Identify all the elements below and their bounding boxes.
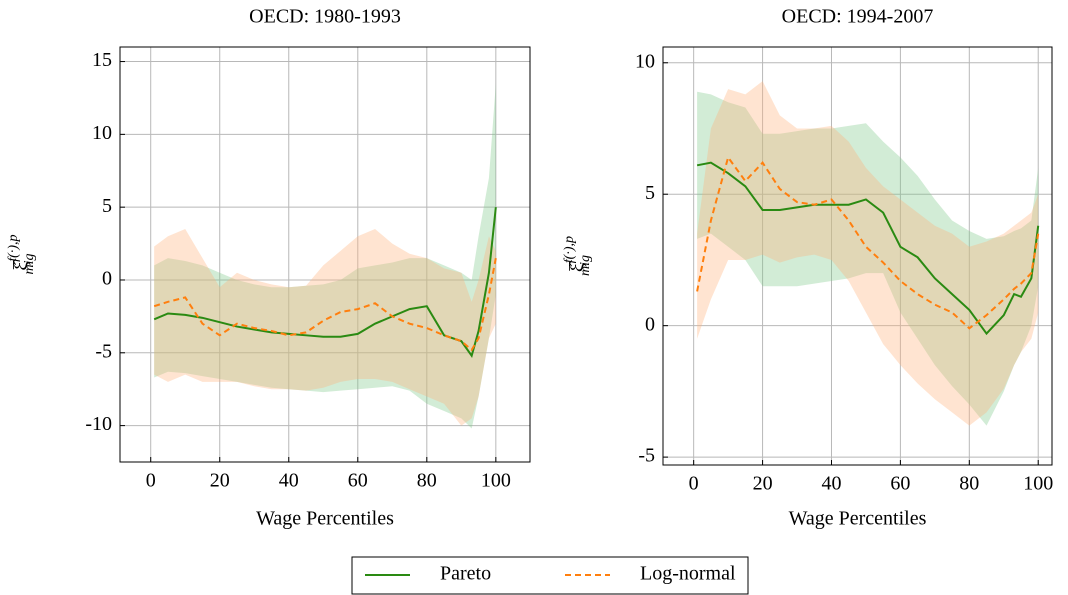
x-tick-label: 80: [417, 470, 437, 492]
y-tick-label: 10: [92, 122, 112, 144]
x-tick-label: 100: [481, 470, 511, 492]
y-tick-label: 15: [92, 49, 112, 71]
y-tick-label: -5: [638, 445, 655, 467]
legend-label: Pareto: [440, 563, 491, 585]
y-tick-label: 0: [645, 313, 655, 335]
chart-title: OECD: 1994-2007: [782, 6, 934, 28]
y-label-sub: mig: [578, 255, 593, 276]
confidence-band: [697, 91, 1039, 426]
plot-area: [696, 81, 1040, 426]
y-tick-label: 0: [102, 268, 112, 290]
x-tick-label: 20: [210, 470, 230, 492]
y-tick-label: -10: [85, 413, 112, 435]
y-axis-label: ξ̂f(·),pmig: [6, 235, 37, 275]
plot-frame: [662, 46, 1053, 466]
legend-box: [351, 556, 749, 595]
y-tick-label: -5: [95, 340, 112, 362]
y-label-sub: mig: [22, 254, 37, 275]
y-axis-label: ξ̂f(·),pmig: [562, 236, 593, 276]
confidence-band: [154, 83, 496, 429]
series-line: [153, 207, 497, 358]
series-line: [696, 155, 1040, 330]
x-tick-label: 40: [279, 470, 299, 492]
series-line: [696, 161, 1040, 336]
legend: Pareto Log-normal: [351, 556, 749, 595]
y-tick-label: 5: [645, 182, 655, 204]
chart-title: OECD: 1980-1993: [249, 6, 401, 28]
x-tick-label: 80: [959, 473, 979, 495]
x-tick-label: 0: [146, 470, 156, 492]
x-tick-label: 0: [689, 473, 699, 495]
y-label-sup: f(·),p: [6, 235, 21, 262]
legend-label: Log-normal: [640, 563, 736, 585]
confidence-band: [697, 81, 1039, 426]
y-tick-label: 10: [635, 50, 655, 72]
plot-frame: [119, 46, 531, 463]
x-axis-label: Wage Percentiles: [256, 508, 394, 530]
x-tick-label: 60: [890, 473, 910, 495]
x-tick-label: 60: [348, 470, 368, 492]
x-tick-label: 40: [821, 473, 841, 495]
x-tick-label: 20: [753, 473, 773, 495]
y-tick-label: 5: [102, 195, 112, 217]
x-tick-label: 100: [1023, 473, 1053, 495]
confidence-band: [154, 229, 496, 426]
plot-area: [153, 83, 497, 429]
y-label-sup: f(·),p: [562, 236, 577, 263]
x-axis-label: Wage Percentiles: [789, 508, 927, 530]
series-line: [153, 257, 497, 352]
